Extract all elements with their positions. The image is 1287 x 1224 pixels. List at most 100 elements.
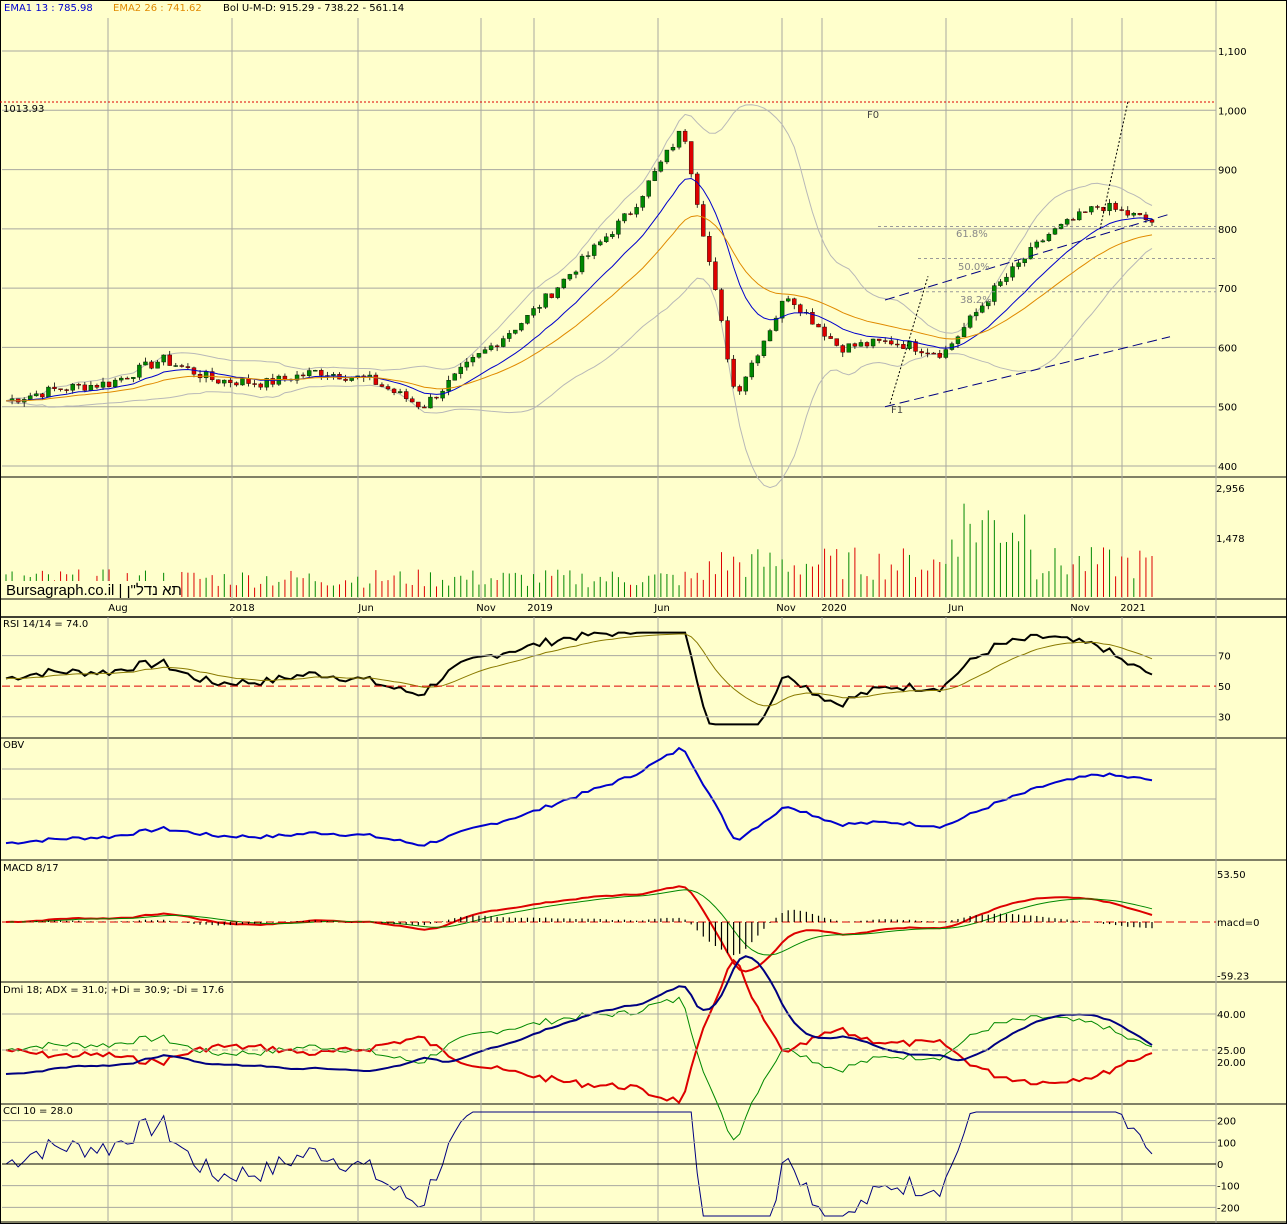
- cci-tick-label: 0: [1217, 1160, 1223, 1171]
- candle-body: [385, 386, 391, 390]
- candle-body: [470, 356, 476, 363]
- candle-body: [919, 351, 924, 354]
- rsi-tick-label: 70: [1218, 652, 1231, 663]
- ema2-line: [5, 215, 1153, 402]
- candle-body: [761, 340, 767, 356]
- candle-body: [34, 393, 39, 397]
- candle-body: [634, 207, 639, 215]
- candle-body: [1119, 209, 1124, 211]
- rsi-tick-label: 30: [1218, 713, 1231, 724]
- candle-body: [137, 364, 142, 378]
- candle-body: [282, 375, 288, 380]
- volume-tick-label: 2,956: [1216, 484, 1245, 495]
- macd-tick-label: macd=0: [1217, 918, 1259, 929]
- fib-618-label: 61.8%: [956, 229, 988, 240]
- candle-body: [1004, 276, 1009, 282]
- candle-body: [246, 378, 251, 384]
- candle-body: [961, 327, 967, 337]
- price-tick-label: 800: [1218, 225, 1237, 236]
- candle-body: [567, 274, 573, 280]
- bollinger-lower: [5, 247, 1153, 489]
- candle-body: [428, 396, 433, 409]
- candle-body: [773, 317, 779, 331]
- candle-body: [779, 300, 785, 319]
- candle-body: [585, 255, 591, 257]
- candle-body: [616, 220, 621, 235]
- cci-panel: [2, 1111, 1216, 1217]
- candle-body: [488, 345, 494, 350]
- candle-body: [658, 161, 664, 172]
- candle-body: [870, 338, 876, 347]
- candle-body: [1028, 247, 1033, 260]
- candle-body: [743, 376, 748, 392]
- candle-body: [313, 370, 318, 372]
- price-tick-label: 700: [1218, 284, 1237, 295]
- price-tick-label: 1,000: [1218, 106, 1247, 117]
- candle-body: [100, 381, 106, 388]
- candle-body: [713, 261, 718, 290]
- candle-body: [1125, 210, 1130, 216]
- price-tick-label: 1,100: [1218, 47, 1247, 58]
- rsi-title: RSI 14/14 = 74.0: [3, 619, 88, 630]
- candle-body: [46, 386, 51, 398]
- macd-tick-label: 53.50: [1217, 870, 1246, 881]
- macd-tick-label: -59.23: [1217, 971, 1249, 982]
- candle-body: [349, 377, 354, 381]
- volume-panel: [5, 503, 1153, 597]
- candle-body: [1113, 202, 1118, 210]
- candle-body: [319, 370, 324, 376]
- candle-body: [579, 255, 585, 273]
- candle-body: [513, 329, 518, 334]
- candle-body: [604, 236, 609, 242]
- rsi-signal-line: [5, 633, 1153, 707]
- macd-panel: [2, 885, 1216, 973]
- candle-body: [482, 349, 488, 354]
- candle-body: [998, 281, 1003, 286]
- candle-body: [810, 312, 815, 325]
- candle-body: [531, 308, 536, 316]
- cci-tick-label: 200: [1217, 1117, 1236, 1128]
- candle-body: [864, 342, 870, 347]
- cci-tick-label: 100: [1217, 1138, 1236, 1149]
- candle-body: [670, 147, 676, 151]
- candle-body: [209, 371, 215, 380]
- candle-body: [94, 385, 100, 388]
- candle-body: [234, 382, 239, 386]
- candle-body: [294, 374, 300, 381]
- minus-di-line: [5, 958, 1153, 1105]
- candle-body: [252, 383, 257, 385]
- candle-body: [1034, 241, 1039, 248]
- candle-body: [40, 393, 45, 398]
- candle-body: [1016, 262, 1021, 267]
- ema2-header: EMA2 26 : 741.62: [113, 3, 202, 14]
- candle-body: [707, 236, 712, 262]
- obv-title: OBV: [3, 740, 24, 751]
- x-axis-label: Nov: [1070, 603, 1090, 614]
- watermark: Bursagraph.co.il | תא נדל"ן: [6, 582, 182, 599]
- candle-body: [222, 379, 227, 384]
- candle-body: [980, 305, 985, 313]
- candle-body: [913, 341, 918, 352]
- candle-body: [701, 204, 706, 237]
- candle-body: [949, 343, 955, 350]
- candle-body: [258, 383, 263, 388]
- candle-body: [955, 336, 961, 344]
- candle-body: [967, 315, 973, 328]
- x-axis-label: Jun: [653, 603, 670, 614]
- bollinger-upper: [5, 104, 1153, 402]
- x-axis-label: Aug: [108, 603, 128, 614]
- candle-body: [561, 278, 567, 288]
- candle-body: [907, 341, 912, 349]
- candle-body: [688, 141, 694, 175]
- candle-body: [816, 323, 821, 328]
- candle-body: [131, 377, 136, 379]
- x-axis-label: 2019: [527, 603, 552, 614]
- bollinger-header: Bol U-M-D: 915.29 - 738.22 - 561.14: [223, 3, 404, 14]
- candle-body: [549, 293, 554, 298]
- candle-body: [1143, 214, 1149, 220]
- candle-body: [901, 344, 906, 349]
- candle-body: [646, 180, 651, 197]
- plus-di-line: [5, 996, 1153, 1141]
- candle-body: [440, 390, 445, 399]
- candle-body: [628, 213, 633, 215]
